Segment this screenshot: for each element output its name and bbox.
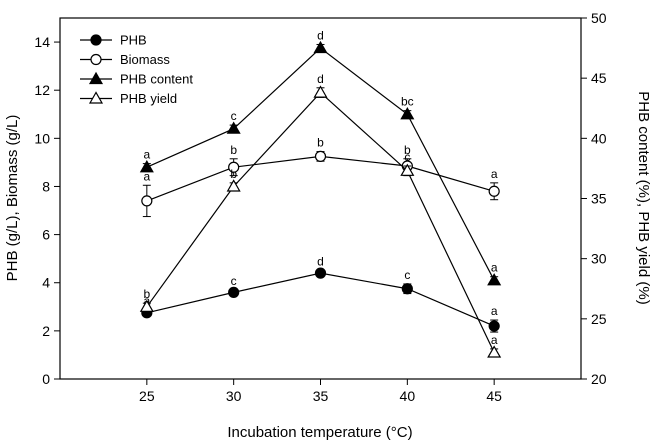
y-right-tick-label: 25 — [591, 311, 607, 327]
significance-label: a — [491, 304, 498, 318]
significance-label: a — [491, 261, 498, 275]
legend-label: Biomass — [120, 52, 170, 67]
significance-label: c — [231, 109, 237, 123]
data-point-phb — [401, 283, 413, 295]
data-point-phb-content — [226, 121, 241, 134]
x-tick-label: 30 — [226, 388, 242, 404]
data-point-phb-yield — [313, 85, 328, 98]
y-right-tick-label: 20 — [591, 371, 607, 387]
legend-label: PHB — [120, 33, 147, 48]
y-left-tick-label: 0 — [42, 371, 50, 387]
data-point-phb-content — [139, 160, 154, 173]
data-point-phb-content — [400, 107, 415, 120]
significance-label: c — [231, 274, 237, 288]
x-tick-label: 35 — [313, 388, 329, 404]
significance-label: a — [143, 148, 150, 162]
significance-label: b — [143, 287, 150, 301]
y-axis-label-right: PHB content (%), PHB yield (%) — [635, 91, 650, 304]
data-point-biomass — [141, 195, 153, 207]
significance-label: b — [230, 143, 237, 157]
data-point-phb-content — [487, 273, 502, 286]
legend-marker — [88, 91, 104, 104]
y-right-tick-label: 50 — [591, 10, 607, 26]
legend-marker — [90, 53, 102, 66]
significance-label: d — [317, 72, 324, 86]
data-point-phb — [488, 320, 500, 332]
series-line-phb-yield — [146, 91, 495, 353]
y-left-tick-label: 10 — [34, 130, 50, 146]
y-right-tick-label: 35 — [591, 191, 607, 207]
significance-label: d — [317, 255, 324, 269]
x-tick-label: 45 — [486, 388, 502, 404]
legend: PHB Biomass PHB content PHB yield — [80, 33, 193, 106]
y-left-tick-label: 14 — [34, 34, 50, 50]
x-axis-label: Incubation temperature (°C) — [227, 424, 412, 441]
y-left-tick-label: 4 — [42, 275, 50, 291]
data-point-biomass — [314, 150, 327, 162]
data-point-phb-yield — [139, 299, 154, 312]
significance-label: a — [143, 169, 150, 183]
legend-marker — [88, 71, 104, 85]
y-left-tick-label: 6 — [42, 227, 50, 243]
y-right-tick-label: 40 — [591, 130, 607, 146]
significance-label: c — [404, 268, 410, 282]
data-point-phb — [228, 286, 240, 298]
series-layer: acdcaabbbaacdbcabbdca — [139, 28, 502, 358]
significance-label: bc — [401, 95, 414, 109]
data-point-phb — [314, 267, 327, 279]
significance-label: a — [491, 333, 498, 347]
data-point-biomass — [488, 185, 500, 197]
significance-label: a — [491, 167, 498, 181]
y-axis-label-left: PHB (g/L), Biomass (g/L) — [4, 115, 21, 282]
y-right-tick-label: 30 — [591, 251, 607, 267]
data-point-biomass — [228, 161, 240, 173]
significance-label: b — [317, 136, 324, 150]
y-left-tick-label: 8 — [42, 178, 50, 194]
y-left-tick-label: 2 — [42, 323, 50, 339]
legend-marker — [90, 34, 102, 46]
legend-label: PHB content — [120, 72, 193, 87]
ticks-layer: 25 30 35 40 45 0 2 4 6 8 10 12 14 20 25 30 35 40 45 50 — [34, 10, 606, 404]
y-left-tick-label: 12 — [34, 82, 50, 98]
series-phb: a c d c a — [141, 255, 500, 333]
significance-label: c — [404, 150, 410, 164]
y-right-tick-label: 45 — [591, 70, 607, 86]
data-point-phb-yield — [226, 179, 241, 192]
series-line-biomass — [146, 155, 495, 202]
data-point-phb-content — [313, 40, 328, 54]
legend-label: PHB yield — [120, 91, 177, 106]
data-point-phb-yield — [487, 345, 502, 358]
x-tick-label: 40 — [400, 388, 416, 404]
significance-label: d — [317, 28, 324, 42]
data-point-phb-yield — [400, 163, 415, 176]
x-tick-label: 25 — [139, 388, 155, 404]
significance-label: b — [404, 143, 411, 157]
series-line-phb — [146, 272, 495, 327]
significance-label: b — [230, 167, 237, 181]
